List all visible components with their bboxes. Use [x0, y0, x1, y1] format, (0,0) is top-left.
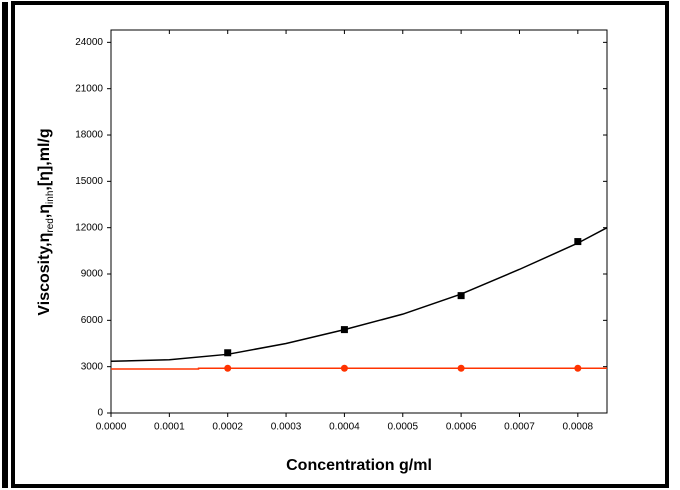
y-tick-label: 18000	[75, 130, 103, 141]
y-label-part: red	[45, 218, 56, 232]
y-tick-label: 12000	[75, 222, 103, 233]
y-tick-label: 24000	[75, 37, 103, 48]
y-tick-label: 15000	[75, 176, 103, 187]
y-tick-label: 3000	[81, 361, 104, 372]
fit-line	[111, 367, 607, 370]
point	[574, 238, 582, 246]
x-axis-label: Concentration g/ml	[286, 457, 432, 474]
y-tick-label: 0	[97, 408, 103, 419]
left-bar	[2, 2, 8, 488]
point	[457, 364, 465, 372]
point	[340, 326, 348, 334]
y-axis-label: Viscosity,ηred,ηinh,[η],ml/g	[36, 128, 55, 315]
y-tick-label: 21000	[75, 83, 103, 94]
y-tick-label: 6000	[81, 315, 104, 326]
x-tick-label: 0.0007	[504, 422, 535, 433]
point	[457, 292, 465, 300]
x-tick-label: 0.0001	[154, 422, 185, 433]
x-tick-label: 0.0004	[329, 422, 360, 433]
x-tick-label: 0.0002	[212, 422, 243, 433]
y-label-part: ,[η],ml/g	[36, 128, 53, 190]
point	[340, 364, 348, 372]
x-tick-label: 0.0000	[96, 422, 127, 433]
y-label-part: ,η	[36, 204, 53, 218]
point	[224, 364, 232, 372]
y-label-part: Viscosity,η	[36, 233, 53, 316]
fit-line	[110, 227, 608, 363]
frame	[11, 1, 669, 488]
plot-area	[110, 29, 608, 414]
y-tick-label: 9000	[81, 269, 104, 280]
x-tick-label: 0.0008	[563, 422, 594, 433]
point	[224, 349, 232, 357]
x-tick-label: 0.0003	[271, 422, 302, 433]
y-label-part: inh	[45, 191, 56, 204]
point	[574, 364, 582, 372]
x-tick-label: 0.0005	[387, 422, 418, 433]
x-tick-label: 0.0006	[446, 422, 477, 433]
